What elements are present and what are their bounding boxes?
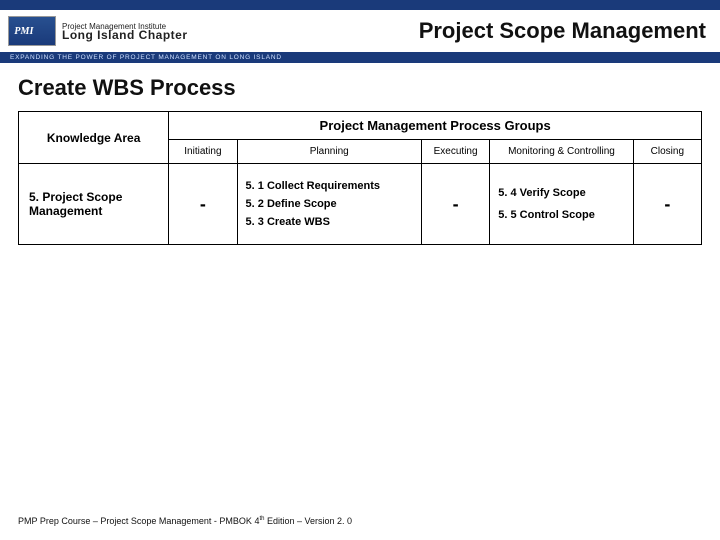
col-monitoring: Monitoring & Controlling [490,140,633,164]
col-initiating: Initiating [169,140,237,164]
tagline: EXPANDING THE POWER OF PROJECT MANAGEMEN… [0,52,720,63]
knowledge-area-cell: 5. Project Scope Management [19,164,169,245]
planning-item: 5. 1 Collect Requirements [246,180,413,192]
logo-letters: PMI [14,26,34,37]
process-table: Knowledge Area Project Management Proces… [0,111,720,245]
col-planning: Planning [237,140,421,164]
process-groups-header: Project Management Process Groups [169,112,702,140]
monitoring-item: 5. 5 Control Scope [498,204,624,226]
table-data-row: 5. Project Scope Management - 5. 1 Colle… [19,164,702,245]
header: PMI Project Management Institute Long Is… [0,10,720,52]
monitoring-item: 5. 4 Verify Scope [498,182,624,204]
top-bar [0,0,720,10]
planning-item-label: 5. 3 Create WBS [246,216,330,228]
executing-cell: - [421,164,489,245]
logo-line2: Long Island Chapter [62,31,188,40]
logo-block: PMI Project Management Institute Long Is… [8,16,258,46]
footer-pre: PMP Prep Course – Project Scope Manageme… [18,516,259,526]
page-title: Project Scope Management [258,18,712,44]
monitoring-cell: 5. 4 Verify Scope 5. 5 Control Scope [490,164,633,245]
table-header-row: Knowledge Area Project Management Proces… [19,112,702,140]
closing-cell: - [633,164,701,245]
knowledge-area-header: Knowledge Area [19,112,169,164]
initiating-cell: - [169,164,237,245]
footer-post: Edition – Version 2. 0 [264,516,352,526]
col-executing: Executing [421,140,489,164]
planning-cell: 5. 1 Collect Requirements 5. 2 Define Sc… [237,164,421,245]
subtitle: Create WBS Process [0,63,720,111]
pmi-logo-icon: PMI [8,16,56,46]
planning-item-label: 5. 2 Define Scope [246,198,337,210]
planning-item-highlighted: 5. 3 Create WBS [246,216,413,228]
planning-item: 5. 2 Define Scope [246,198,413,210]
logo-text: Project Management Institute Long Island… [62,22,188,40]
footer: PMP Prep Course – Project Scope Manageme… [18,516,352,526]
col-closing: Closing [633,140,701,164]
planning-item-label: 5. 1 Collect Requirements [246,180,381,192]
